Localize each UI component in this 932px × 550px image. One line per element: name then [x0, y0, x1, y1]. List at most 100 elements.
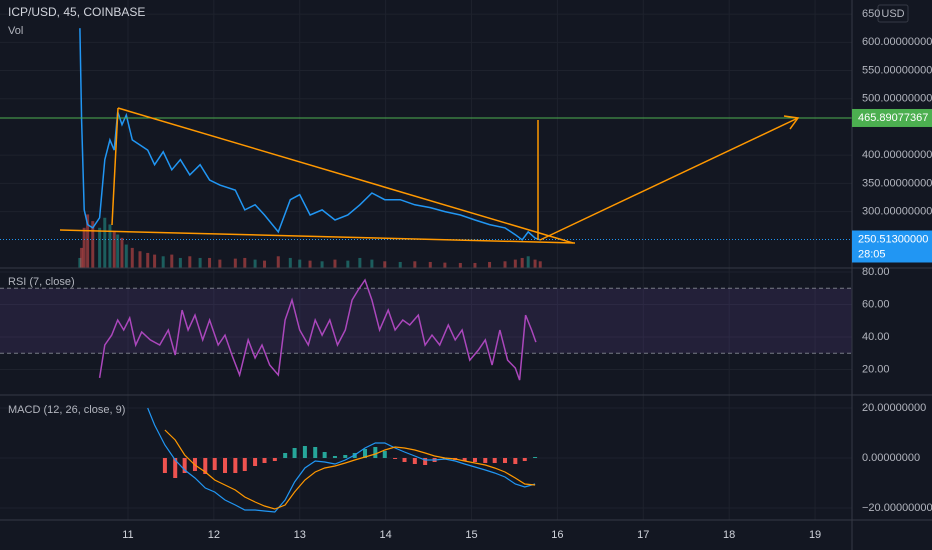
histogram-bar	[262, 458, 267, 463]
trend-line	[117, 107, 574, 244]
histogram-bar	[332, 456, 337, 458]
y-tick-label: 0.00000000	[862, 452, 920, 464]
macd-title: MACD (12, 26, close, 9)	[8, 404, 125, 416]
countdown: 28:05	[858, 248, 886, 260]
histogram-bar	[513, 458, 518, 464]
y-tick-label: 40.00	[862, 331, 890, 343]
x-tick-label: 18	[723, 529, 735, 541]
chart-title: ICP/USD, 45, COINBASE	[8, 5, 145, 19]
y-tick-label: 60.00	[862, 298, 890, 310]
volume-bar	[308, 260, 312, 268]
y-tick-label: 400.00000000	[862, 149, 932, 161]
price-label-box	[852, 108, 932, 127]
y-tick-label: 550.00000000	[862, 64, 932, 76]
histogram-bar	[343, 455, 348, 458]
price-label: 465.89077367	[858, 112, 928, 124]
volume-bar	[473, 262, 477, 268]
histogram-bar	[292, 448, 297, 458]
volume-bar	[233, 258, 237, 268]
histogram-bar	[302, 446, 307, 458]
arrow-head	[783, 115, 800, 130]
volume-bar	[124, 244, 128, 268]
histogram-bar	[483, 458, 488, 463]
y-tick-label: −20.00000000	[862, 502, 932, 514]
volume-bar	[112, 231, 116, 268]
series-line	[98, 278, 537, 381]
volume-bar	[253, 259, 257, 268]
volume-bar	[443, 262, 447, 268]
volume-bar	[526, 256, 530, 268]
histogram-bar	[313, 447, 318, 458]
currency[interactable]: USD	[881, 8, 904, 20]
volume-bar	[298, 259, 302, 268]
volume-bar	[413, 261, 417, 268]
histogram-bar	[462, 458, 467, 461]
grid	[0, 0, 852, 520]
y-tick-label: 350.00000000	[862, 177, 932, 189]
marks	[0, 28, 852, 513]
histogram-bar	[382, 451, 387, 458]
drawings	[59, 107, 800, 244]
volume-bar	[130, 247, 134, 268]
x-tick-label: 19	[809, 529, 821, 541]
volume-bar	[80, 247, 84, 268]
histogram-bar	[533, 457, 538, 458]
volume-bar	[370, 259, 374, 268]
volume-bar	[82, 227, 86, 268]
volume-bar	[383, 261, 387, 268]
histogram-bar	[233, 458, 238, 473]
histogram-bar	[253, 458, 258, 466]
volume-bar	[91, 221, 95, 268]
histogram-bar	[503, 458, 508, 463]
x-tick-label: 15	[465, 529, 477, 541]
last-price-box	[852, 230, 932, 263]
volume-bar	[263, 260, 267, 268]
volume-bar	[358, 257, 362, 268]
volume-bar	[103, 217, 107, 268]
volume-bar	[78, 257, 82, 268]
volume-bar	[153, 254, 157, 268]
volume-bar	[208, 257, 212, 268]
histogram-bar	[223, 458, 228, 473]
histogram-bar	[412, 458, 417, 464]
series-line	[164, 429, 536, 510]
volume-bar	[98, 227, 102, 268]
x-tick-label: 17	[637, 529, 649, 541]
volume-bar	[170, 254, 174, 268]
volume-label: Vol	[8, 25, 23, 37]
volume-bar	[458, 262, 462, 268]
y-tick-label: 80.00	[862, 266, 890, 278]
volume-bar	[428, 261, 432, 268]
volume-bar	[188, 256, 192, 268]
histogram-bar	[203, 458, 208, 474]
histogram-bar	[393, 458, 398, 459]
y-tick-label: 600.00000000	[862, 36, 932, 48]
x-tick-label: 16	[551, 529, 563, 541]
histogram-bar	[472, 458, 477, 462]
volume-bar	[320, 261, 324, 268]
axis-labels: 11 12 13 14 15 16 17 18 19 650 600.00000000 550.000…	[122, 8, 932, 541]
volume-bar	[86, 214, 90, 268]
histogram-bar	[173, 458, 178, 478]
volume-bar	[116, 234, 120, 268]
histogram-bar	[402, 458, 407, 462]
volume-bar	[503, 261, 507, 268]
trend-line	[59, 229, 576, 244]
volume-bar	[288, 257, 292, 268]
histogram-bar	[212, 458, 217, 470]
volume-bar	[398, 261, 402, 268]
volume-bar	[120, 237, 124, 268]
currency-box[interactable]	[877, 4, 909, 23]
volume-bar	[146, 252, 150, 268]
x-tick-label: 11	[122, 529, 133, 541]
volume-bar	[243, 257, 247, 268]
histogram-bar	[363, 449, 368, 458]
last-price-label: 250.51300000	[858, 233, 928, 245]
volume-bar	[108, 224, 112, 268]
histogram-bar	[522, 458, 527, 461]
series-line	[79, 28, 541, 241]
projection-arrow	[539, 117, 799, 241]
y-tick-label: 300.00000000	[862, 205, 932, 217]
